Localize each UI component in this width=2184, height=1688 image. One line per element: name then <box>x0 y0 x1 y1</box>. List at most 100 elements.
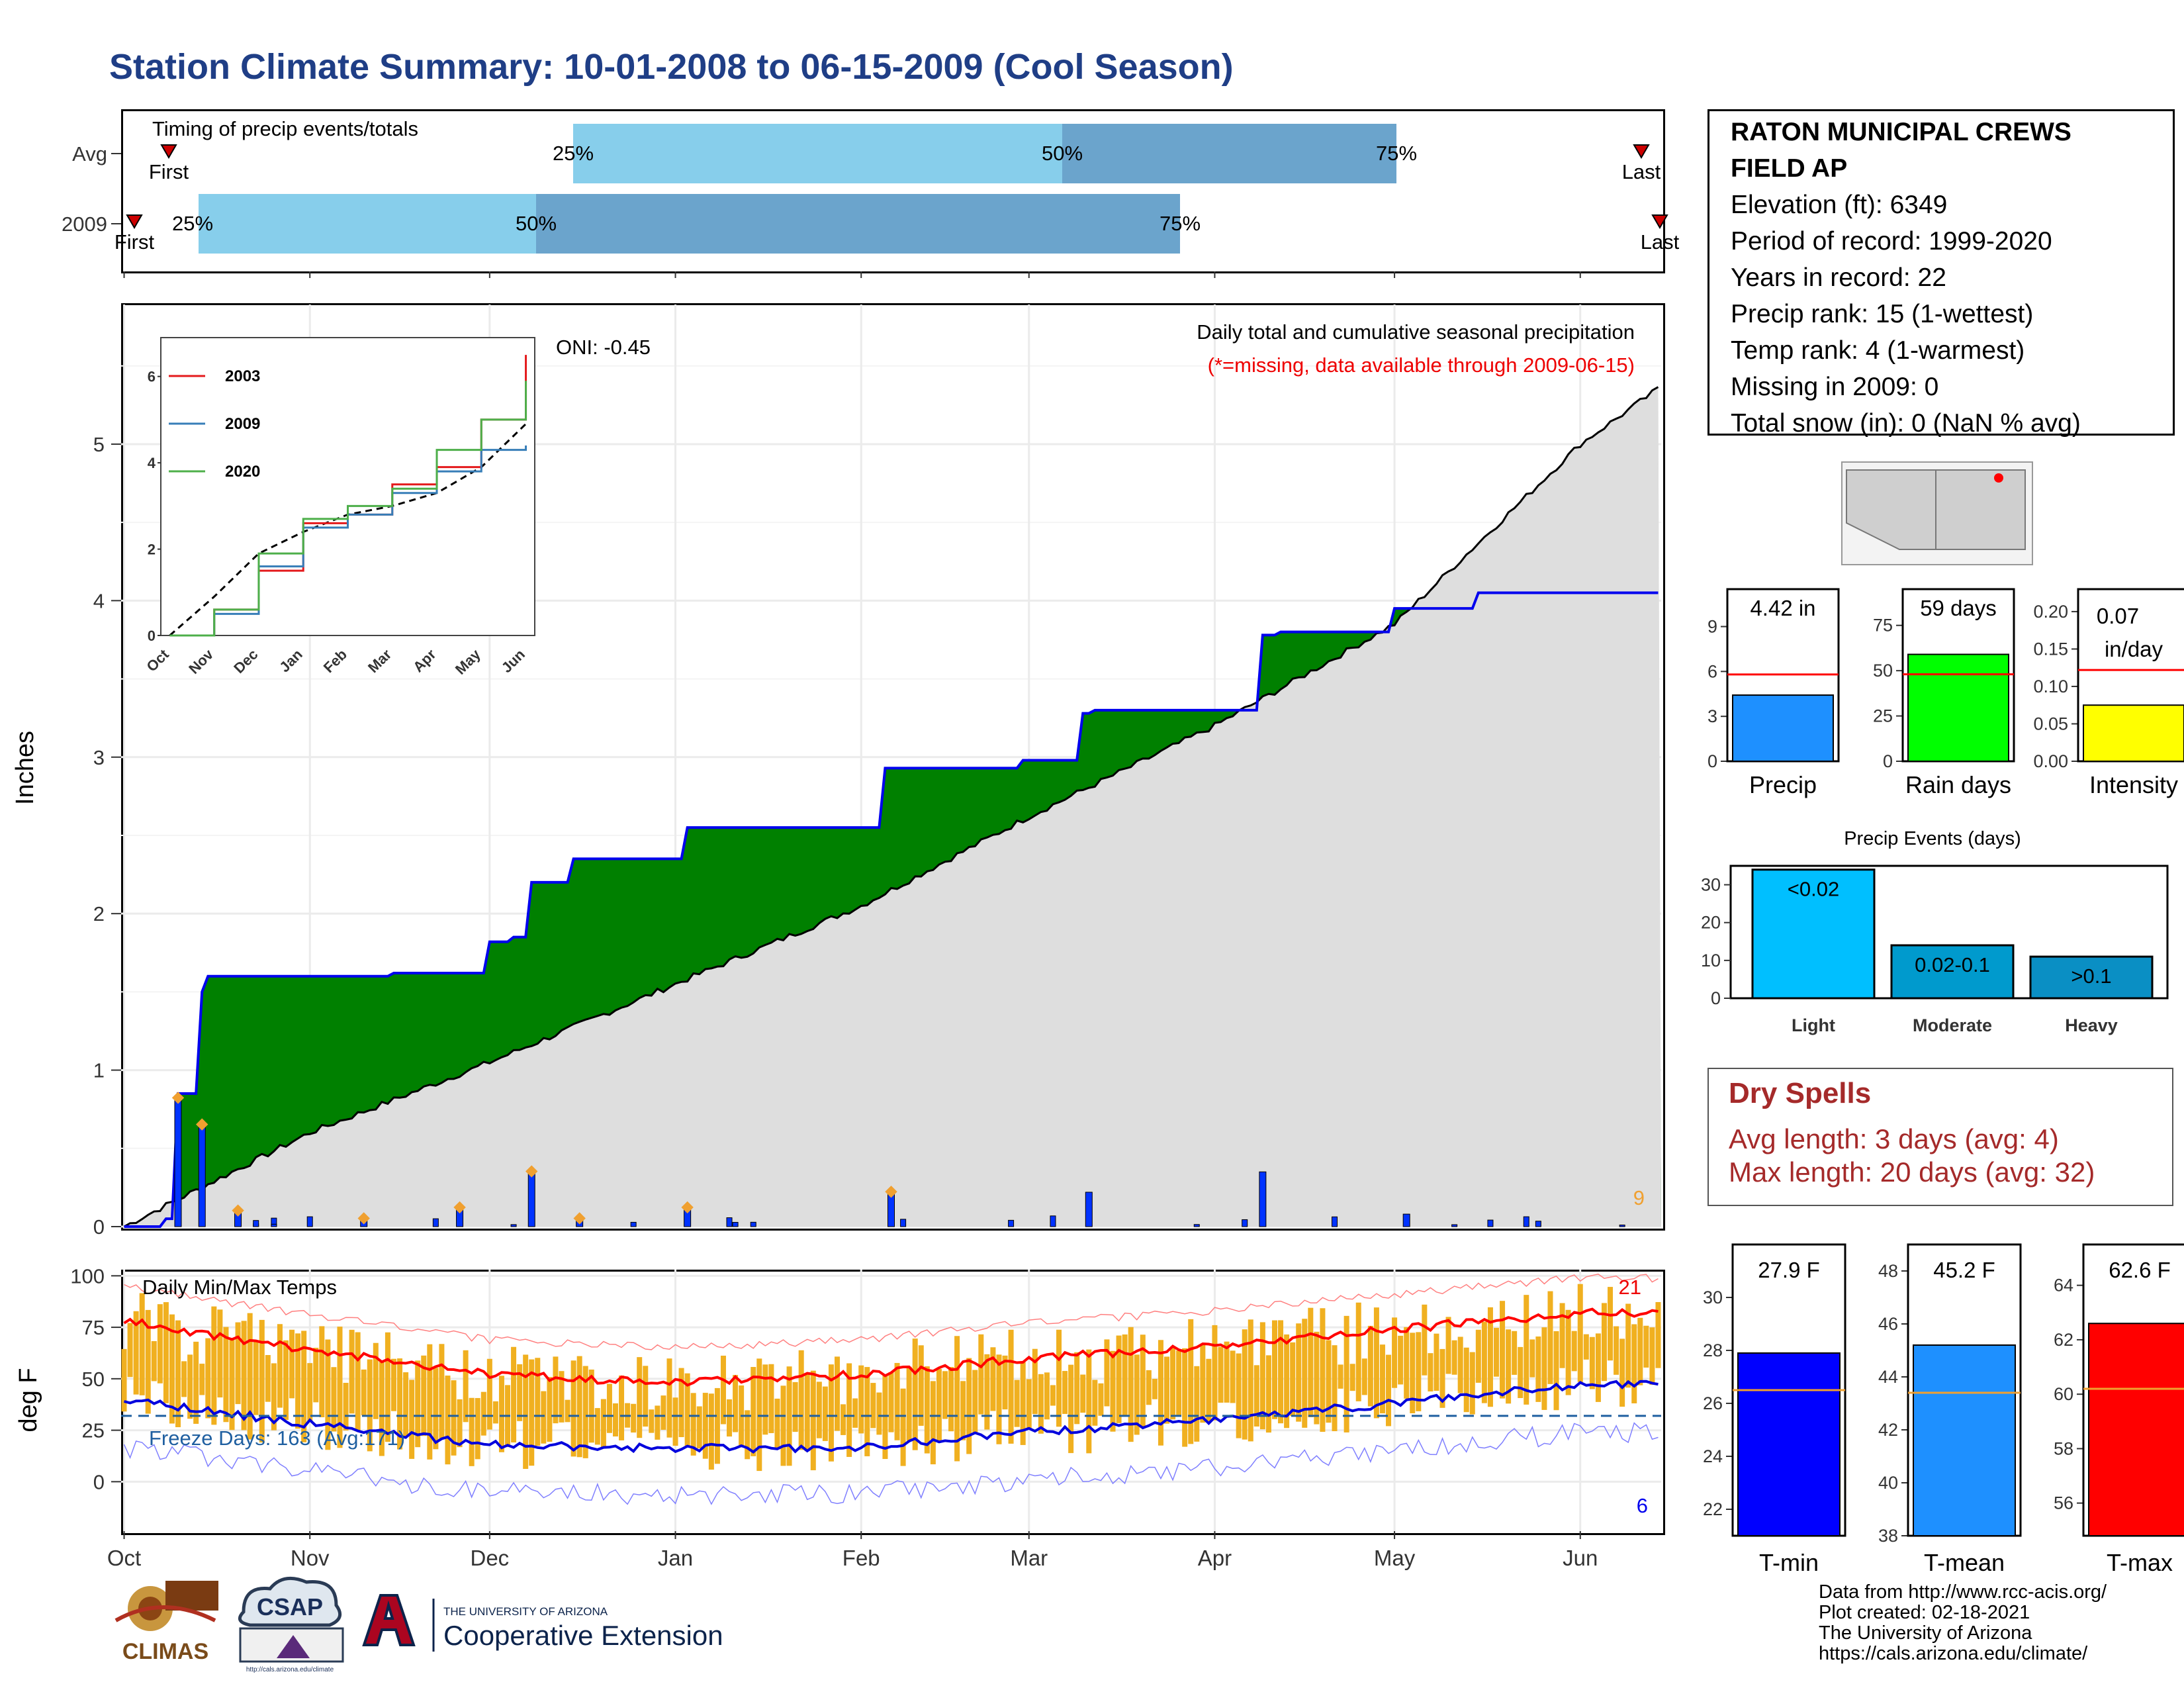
daily-temp-bar <box>1535 1336 1541 1402</box>
temp-panel-bar <box>1737 1352 1841 1536</box>
temp-xtick-label: Mar <box>1010 1546 1048 1570</box>
timing-row-label: Avg <box>72 142 107 165</box>
daily-temp-bar <box>415 1360 421 1448</box>
daily-temp-bar <box>265 1354 271 1402</box>
daily-temp-bar <box>702 1393 708 1459</box>
daily-temp-bar <box>517 1364 523 1421</box>
daily-temp-bar <box>588 1369 594 1443</box>
daily-temp-bar <box>1577 1284 1583 1382</box>
precip-total-value: 4.42 in <box>1750 596 1815 620</box>
daily-temp-bar <box>1038 1374 1044 1434</box>
precip-marker <box>885 1186 897 1198</box>
daily-temp-bar <box>816 1382 822 1438</box>
precip-total-ytick-label: 3 <box>1707 706 1717 726</box>
daily-temp-bar <box>1146 1370 1152 1405</box>
footer-url: https://cals.arizona.edu/climate/ <box>1819 1643 2088 1664</box>
ua-text-big: Cooperative Extension <box>443 1620 723 1651</box>
daily-precip-bar-small <box>432 1218 439 1227</box>
daily-temp-bar <box>1451 1340 1457 1375</box>
daily-temp-bar <box>163 1302 169 1403</box>
temp-panel-ytick-label: 38 <box>1878 1526 1898 1546</box>
daily-temp-bar <box>1032 1348 1038 1415</box>
daily-temp-bar <box>1392 1317 1398 1388</box>
daily-temp-bar <box>870 1383 876 1429</box>
daily-temp-bar <box>343 1382 349 1430</box>
oni-label: ONI: -0.45 <box>556 336 651 359</box>
temp-xtick-label: Oct <box>107 1546 141 1570</box>
elevation: Elevation (ft): 6349 <box>1731 191 1948 219</box>
daily-temp-bar <box>427 1344 433 1460</box>
daily-temp-bar <box>1416 1332 1422 1411</box>
daily-temp-bar <box>1619 1338 1625 1407</box>
daily-temp-bar <box>157 1304 163 1383</box>
precip-ytick-label: 5 <box>93 433 105 456</box>
daily-temp-bar <box>559 1371 565 1423</box>
daily-temp-bar <box>762 1364 768 1435</box>
daily-temp-bar <box>990 1347 996 1411</box>
daily-temp-bar <box>858 1365 864 1434</box>
daily-temp-bar <box>1194 1366 1200 1442</box>
temp-panel-ytick-label: 26 <box>1703 1393 1723 1413</box>
daily-temp-bar <box>1062 1371 1068 1414</box>
daily-temp-bar <box>930 1381 936 1465</box>
daily-temp-bar <box>678 1368 684 1438</box>
daily-temp-bar <box>451 1380 457 1456</box>
inset-legend-label: 2003 <box>225 367 260 385</box>
daily-temp-bar <box>486 1358 492 1430</box>
daily-temp-bar <box>151 1340 157 1382</box>
daily-temp-bar <box>835 1356 841 1431</box>
temp-panel-ytick-label: 56 <box>2054 1493 2073 1513</box>
temp-ytick-label: 75 <box>82 1316 105 1339</box>
events-ytick-label: 10 <box>1701 951 1721 970</box>
daily-temp-bar <box>600 1399 606 1448</box>
daily-temp-bar <box>1559 1303 1565 1368</box>
daily-temp-bar <box>841 1404 846 1435</box>
daily-temp-bar <box>649 1409 655 1433</box>
daily-temp-bar <box>1002 1355 1008 1410</box>
daily-temp-bar <box>1050 1385 1056 1406</box>
daily-temp-bar <box>139 1293 145 1395</box>
temp-panel-ytick-label: 30 <box>1703 1288 1723 1307</box>
daily-temp-bar <box>1500 1301 1506 1399</box>
temp-panel-ytick-label: 58 <box>2054 1438 2073 1458</box>
daily-temp-bar <box>1355 1302 1361 1401</box>
precip-marker <box>357 1212 370 1225</box>
events-xtick-label: Heavy <box>2065 1015 2118 1035</box>
daily-temp-bar <box>655 1405 660 1440</box>
events-xtick-label: Moderate <box>1913 1015 1992 1035</box>
daily-temp-bar <box>277 1324 283 1408</box>
daily-temp-bar <box>409 1380 415 1459</box>
daily-temp-bar <box>1296 1323 1302 1422</box>
daily-temp-bar <box>1086 1349 1092 1454</box>
daily-temp-bar <box>283 1340 289 1421</box>
daily-temp-bar <box>612 1403 618 1436</box>
temp-ytick-label: 0 <box>93 1470 105 1493</box>
daily-temp-bar <box>1631 1324 1637 1403</box>
timing-first-label: First <box>149 160 189 183</box>
daily-temp-bar <box>1589 1336 1595 1389</box>
daily-temp-bar <box>1265 1355 1271 1433</box>
daily-temp-bar <box>331 1367 337 1432</box>
temp-rank: Temp rank: 4 (1-warmest) <box>1731 336 2025 365</box>
daily-temp-bar <box>954 1336 960 1462</box>
daily-temp-bar <box>1386 1354 1392 1427</box>
intensity-unit: in/day <box>2105 637 2163 661</box>
freeze-label: Freeze Days: 163 (Avg:171) <box>149 1427 405 1450</box>
ua-logo: THE UNIVERSITY OF ARIZONA Cooperative Ex… <box>362 1594 723 1652</box>
temp-panel-ytick-label: 64 <box>2054 1276 2073 1295</box>
daily-precip-bar-small <box>1619 1225 1625 1227</box>
daily-temp-bar <box>1212 1325 1218 1421</box>
daily-precip-bar-small <box>1193 1224 1200 1227</box>
daily-precip-bar-small <box>1487 1219 1494 1227</box>
events-xtick-label: Light <box>1792 1015 1835 1035</box>
temp-panel-ytick-label: 40 <box>1878 1473 1898 1493</box>
corner-count: 9 <box>1633 1186 1645 1209</box>
rain-days-ytick-label: 0 <box>1883 751 1893 771</box>
daily-temp-bar <box>942 1371 948 1419</box>
daily-temp-bar <box>1290 1342 1296 1417</box>
daily-temp-bar <box>1512 1331 1518 1375</box>
timing-first-marker <box>126 214 143 229</box>
daily-temp-bar <box>289 1329 295 1399</box>
temp-panel-bar <box>2088 1323 2184 1536</box>
daily-temp-bar <box>367 1359 373 1452</box>
